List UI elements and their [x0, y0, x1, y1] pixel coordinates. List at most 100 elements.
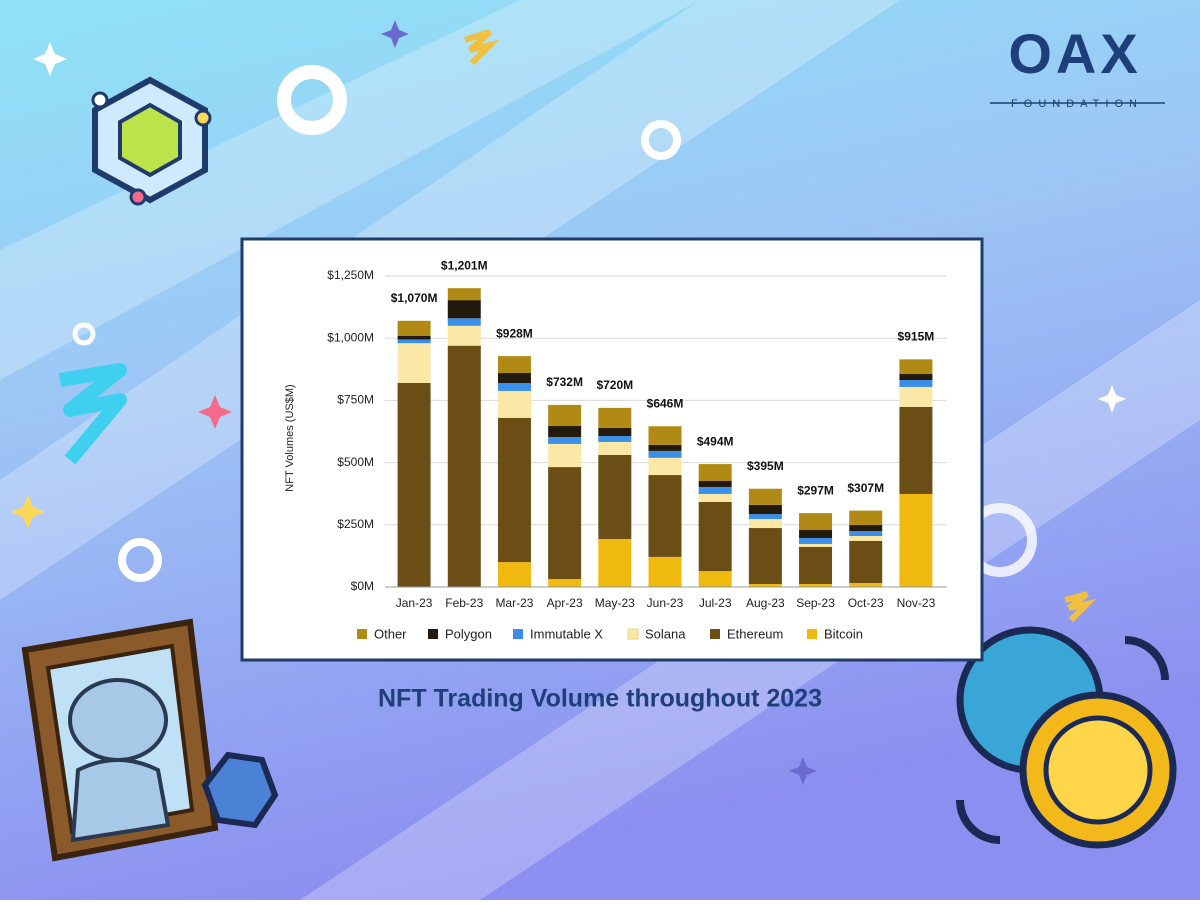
star-deco	[381, 20, 409, 48]
bar-segment	[849, 525, 883, 532]
bar-segment	[598, 538, 632, 587]
total-label: $915M	[898, 330, 935, 344]
ring-deco	[72, 322, 96, 346]
bar-segment	[497, 356, 531, 374]
bar-segment	[598, 435, 632, 442]
cube-icon	[91, 76, 212, 206]
squiggle-deco	[58, 363, 127, 465]
bar-segment	[447, 300, 481, 319]
legend-label: Bitcoin	[824, 626, 863, 641]
bar-segment	[497, 562, 531, 587]
legend-swatch	[357, 629, 367, 639]
star-deco	[11, 495, 45, 529]
bar-segment	[799, 584, 833, 587]
bar-segment	[849, 510, 883, 526]
bar-segment	[698, 464, 732, 482]
x-tick-label: Jun-23	[647, 596, 684, 610]
x-tick-label: Oct-23	[848, 596, 884, 610]
bar-segment	[899, 359, 933, 375]
bar-segment	[899, 386, 933, 407]
y-tick-label: $500M	[337, 455, 374, 469]
oax-logo: OAX FOUNDATION	[990, 22, 1165, 110]
y-tick-label: $1,000M	[327, 330, 374, 344]
x-tick-label: May-23	[595, 596, 635, 610]
bar-segment	[648, 457, 682, 476]
bar-segment	[849, 583, 883, 587]
x-tick-label: Apr-23	[547, 596, 583, 610]
bar-segment	[648, 556, 682, 587]
bar-segment	[497, 390, 531, 418]
star-deco	[33, 42, 67, 76]
bar-segment	[899, 406, 933, 494]
bar-segment	[748, 528, 782, 585]
total-label: $1,070M	[391, 291, 438, 305]
legend-swatch	[807, 629, 817, 639]
bar-segment	[397, 382, 431, 587]
bar-segment	[799, 513, 833, 531]
x-tick-label: Jan-23	[396, 596, 433, 610]
bar-segment	[849, 531, 883, 536]
squiggle-deco	[1064, 591, 1097, 623]
ring-deco	[277, 65, 347, 135]
bar-segment	[748, 504, 782, 515]
bar-segment	[397, 339, 431, 344]
legend-swatch	[513, 629, 523, 639]
legend-swatch	[428, 629, 438, 639]
legend-label: Other	[374, 626, 407, 641]
star-deco	[198, 395, 232, 429]
star-deco	[789, 757, 817, 785]
total-label: $720M	[596, 378, 633, 392]
logo-subtitle: FOUNDATION	[1011, 98, 1143, 110]
bar-segment	[397, 335, 431, 340]
bar-segment	[497, 373, 531, 383]
total-label: $297M	[797, 483, 834, 497]
total-label: $646M	[647, 396, 684, 410]
x-tick-label: Jul-23	[699, 596, 732, 610]
bar-segment	[748, 519, 782, 529]
ring-deco	[641, 120, 681, 160]
total-label: $494M	[697, 434, 734, 448]
legend-label: Solana	[645, 626, 686, 641]
bar-segment	[648, 450, 682, 458]
bar-segment	[698, 493, 732, 502]
bar-segment	[548, 443, 582, 468]
x-tick-label: Nov-23	[897, 596, 936, 610]
bar-segment	[748, 488, 782, 505]
bar-segment	[497, 382, 531, 391]
bar-segment	[397, 320, 431, 336]
bar-segment	[548, 426, 582, 437]
bar-segment	[648, 426, 682, 445]
legend-label: Ethereum	[727, 626, 783, 641]
y-tick-label: $750M	[337, 393, 374, 407]
bar-segment	[799, 546, 833, 585]
bar-segment	[447, 325, 481, 346]
bar-segment	[748, 584, 782, 587]
y-tick-label: $1,250M	[327, 268, 374, 282]
bar-segment	[698, 486, 732, 494]
bar-segment	[548, 467, 582, 580]
bar-segment	[548, 404, 582, 427]
bar-segment	[698, 571, 732, 587]
y-tick-label: $250M	[337, 517, 374, 531]
bar-segment	[447, 318, 481, 326]
x-tick-label: Mar-23	[495, 596, 533, 610]
bar-segment	[648, 444, 682, 451]
ring-deco	[118, 538, 162, 582]
legend-label: Immutable X	[530, 626, 603, 641]
bar-segment	[799, 537, 833, 544]
bar-segment	[799, 543, 833, 547]
bar-segment	[598, 454, 632, 539]
bar-segment	[748, 514, 782, 520]
bar-segment	[899, 493, 933, 587]
squiggle-deco	[464, 29, 500, 66]
bar-segment	[397, 343, 431, 383]
x-tick-label: Aug-23	[746, 596, 785, 610]
legend-swatch	[710, 629, 720, 639]
y-axis-label: NFT Volumes (US$M)	[284, 384, 296, 491]
total-label: $732M	[546, 375, 583, 389]
bar-segment	[447, 345, 481, 587]
bar-segment	[648, 475, 682, 557]
bar-segment	[849, 535, 883, 541]
bar-segment	[598, 441, 632, 455]
